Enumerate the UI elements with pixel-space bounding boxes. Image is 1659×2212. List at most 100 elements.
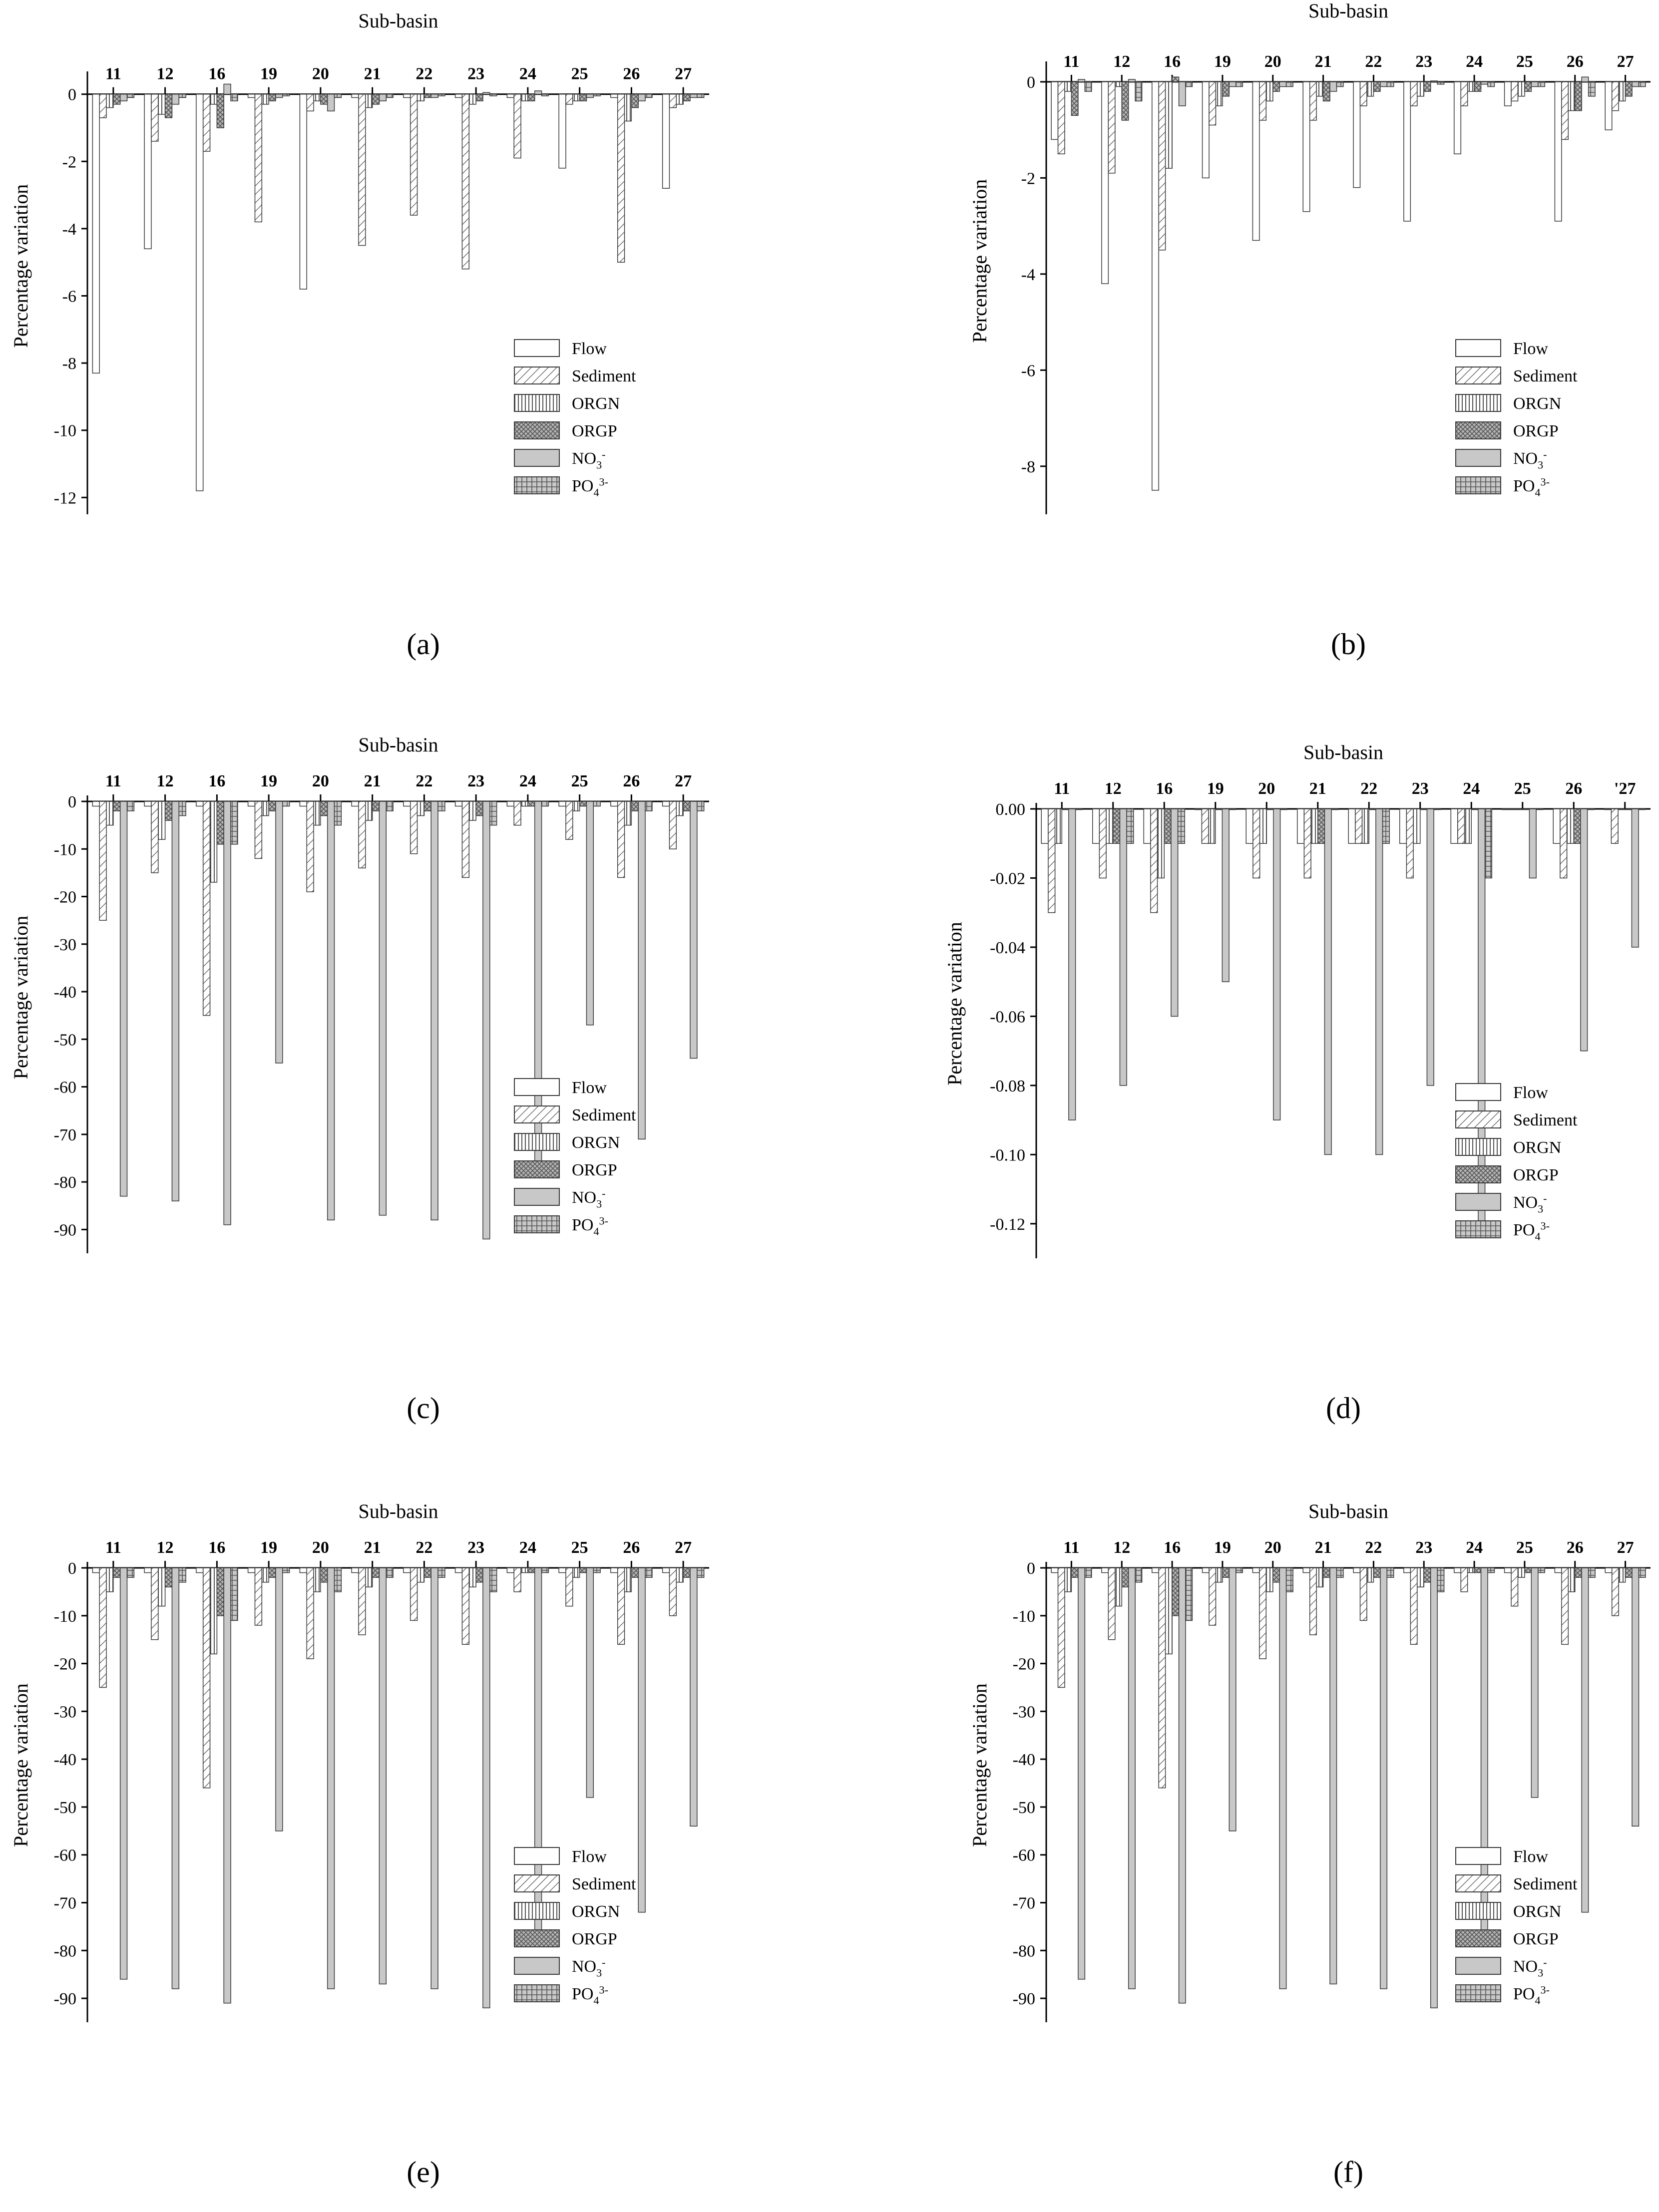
bar-sediment-20 — [1259, 1567, 1267, 1659]
bar-po43-23 — [1437, 81, 1445, 85]
legend-label: ORGP — [1513, 1930, 1559, 1948]
bar-no3-23 — [1430, 1567, 1438, 2009]
bar-orgn-16 — [1157, 808, 1165, 879]
bar-sediment-24 — [513, 1567, 521, 1592]
bar-no3-25 — [1531, 81, 1539, 87]
chart-legend: Flow Sediment ORGN ORGP NO3- PO43- — [514, 1847, 636, 2007]
bar-po43-16 — [230, 801, 238, 845]
bar-orgp-19 — [1222, 1567, 1230, 1578]
bar-flow-11 — [92, 1567, 100, 1573]
bar-flow-26 — [1554, 1567, 1562, 1573]
bar-orgn-21 — [365, 1567, 373, 1588]
x-tick-label: '27 — [1614, 779, 1636, 798]
bar-no3-16 — [223, 801, 231, 1225]
bar-sediment-23 — [461, 1567, 470, 1645]
bar-no3-11 — [119, 93, 128, 101]
bar-sediment-12 — [1099, 808, 1107, 879]
bar-no3-11 — [1078, 1567, 1086, 1980]
bar-no3-22 — [430, 1567, 438, 1989]
legend-label: NO3- — [572, 1187, 606, 1210]
bar-sediment-19 — [1209, 1567, 1217, 1626]
bar-sediment-24 — [1460, 81, 1468, 106]
bar-po43-26 — [1588, 1567, 1596, 1578]
chart-panel-c: Sub-basin 0 -10 -20 -30 -40 -50 -60 -70 -80 -90 Per… — [9, 734, 709, 1425]
bar-flow-11 — [92, 93, 100, 374]
x-tick-label: 19 — [1214, 52, 1231, 71]
bar-no3-23 — [1430, 80, 1438, 82]
bar-orgp-21 — [1322, 1567, 1330, 1578]
bar-sediment-24 — [513, 801, 521, 826]
bar-po43-22 — [1386, 1567, 1394, 1578]
bar-no3-26 — [1580, 808, 1588, 1052]
bar-orgn-19 — [1215, 81, 1223, 106]
y-tick-label: -10 — [54, 840, 76, 859]
bar-sediment-27 — [1611, 1567, 1619, 1616]
y-tick-label: -10 — [1013, 1607, 1035, 1626]
bar-no3-20 — [327, 801, 335, 1221]
x-tick-label: 22 — [1365, 1538, 1382, 1557]
legend-swatch — [1455, 1984, 1501, 2002]
bar-orgp-16 — [1164, 808, 1172, 844]
bar-no3-19 — [275, 1567, 283, 1832]
x-tick-label: 26 — [623, 65, 640, 83]
bar-flow-25 — [558, 801, 566, 807]
bar-orgp-23 — [1423, 81, 1431, 92]
bar-orgp-22 — [1373, 1567, 1381, 1578]
legend-swatch — [1455, 1165, 1501, 1183]
bar-sediment-25 — [1511, 81, 1519, 102]
bar-sediment-26 — [617, 801, 625, 878]
bar-sediment-21 — [358, 93, 366, 246]
panel-caption: (a) — [407, 628, 440, 661]
bar-sediment-24 — [1460, 1567, 1468, 1592]
legend-label: ORGN — [1513, 1138, 1561, 1157]
bar-orgp-23 — [475, 1567, 483, 1583]
bar-orgp-25 — [579, 93, 587, 101]
legend-swatch — [514, 1188, 560, 1206]
bar-flow-22 — [403, 93, 411, 98]
x-tick-label: 12 — [1113, 1538, 1130, 1557]
bar-flow-25 — [1504, 81, 1512, 106]
bar-orgp-20 — [320, 801, 328, 816]
bar-orgn-11 — [1054, 808, 1062, 844]
bar-po43-20 — [1285, 1567, 1293, 1592]
bar-flow-16 — [1152, 81, 1159, 491]
bar-orgp-22 — [1368, 808, 1376, 810]
bar-po43-19 — [1229, 808, 1237, 810]
bar-orgp-23 — [1423, 1567, 1431, 1583]
y-tick-label: -80 — [54, 1942, 76, 1960]
bar-po43-12 — [1135, 1567, 1143, 1583]
bar-flow-22 — [1353, 1567, 1361, 1573]
bar-orgn-16 — [1165, 81, 1173, 169]
bar-orgn-11 — [1064, 81, 1072, 92]
x-tick-label: 26 — [623, 1538, 640, 1557]
bar-sediment-19 — [254, 801, 263, 859]
bar-orgn-22 — [1361, 808, 1369, 844]
bar-no3-26 — [638, 801, 646, 1140]
bar-flow-23 — [1403, 81, 1411, 222]
bar-sediment-12 — [151, 1567, 159, 1640]
bar-po43-26 — [1588, 81, 1596, 97]
bar-orgn-12 — [158, 801, 166, 840]
panel-caption: (e) — [407, 2156, 440, 2189]
legend-label: Sediment — [572, 1106, 636, 1124]
bar-po43-25 — [1538, 1567, 1546, 1573]
bar-no3-12 — [171, 93, 180, 105]
bar-orgp-26 — [631, 801, 639, 811]
y-tick-label: 0 — [68, 793, 76, 811]
legend-label: NO3- — [1513, 448, 1547, 471]
bar-orgn-22 — [416, 1567, 425, 1583]
bar-sediment-27 — [1611, 81, 1619, 111]
x-tick-label: 25 — [1516, 52, 1533, 71]
chart-legend: Flow Sediment ORGN ORGP NO3- PO43- — [1455, 1083, 1578, 1243]
legend-label: PO43- — [572, 475, 608, 498]
bar-flow-27 — [1604, 808, 1612, 810]
bar-po43-25 — [593, 93, 601, 96]
chart-legend: Flow Sediment ORGN ORGP NO3- PO43- — [1455, 339, 1578, 499]
bar-orgp-24 — [527, 93, 535, 101]
y-tick-label: -50 — [1013, 1799, 1035, 1817]
bar-flow-27 — [662, 801, 670, 807]
bar-orgp-11 — [1061, 808, 1069, 810]
bar-po43-11 — [126, 1567, 135, 1578]
x-tick-label: 19 — [260, 1538, 277, 1557]
bar-sediment-19 — [254, 1567, 263, 1626]
